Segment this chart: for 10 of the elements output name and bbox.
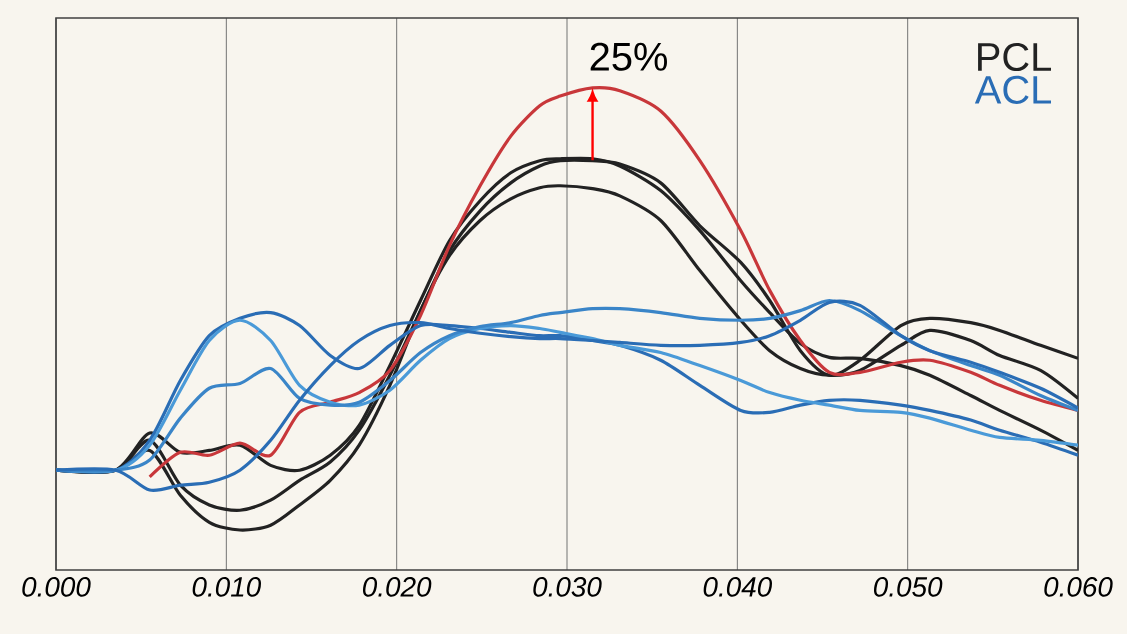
x-tick-label: 0.000	[22, 577, 91, 597]
annotation: 25%	[590, 42, 667, 71]
text: ACL	[974, 75, 1051, 104]
x-tick-label: 0.040	[703, 577, 772, 597]
text: PCL	[978, 42, 1051, 72]
x-tick-label: 0.060	[1044, 577, 1113, 597]
x-tick-label: 0.030	[533, 577, 602, 597]
x-tick-label: 0.050	[873, 577, 943, 597]
x-tick-label: 0.010	[192, 577, 261, 597]
x-tick-label: 0.020	[362, 577, 432, 597]
